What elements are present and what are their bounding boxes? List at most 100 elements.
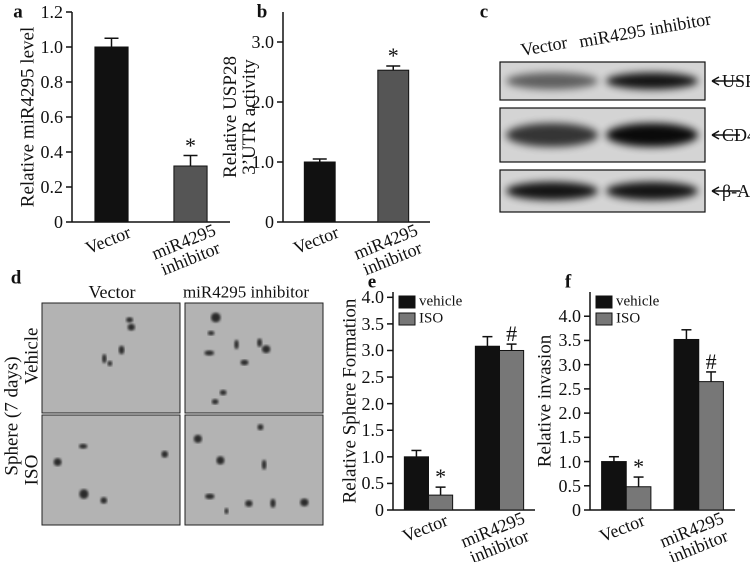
legend-swatch xyxy=(398,312,416,326)
bar xyxy=(601,461,627,511)
y-tick-label: 0 xyxy=(572,500,581,520)
micrograph xyxy=(184,414,324,526)
sphere xyxy=(234,339,239,350)
arrow xyxy=(711,130,740,140)
panel-letter: f xyxy=(564,271,572,293)
y-tick-label: 3.5 xyxy=(361,313,385,334)
bar xyxy=(428,494,454,511)
y-tick-label: 0.5 xyxy=(361,473,385,494)
panel-letter: e xyxy=(367,271,377,293)
y-tick-label: 1.2 xyxy=(40,2,64,22)
y-axis-label: Relative Sphere Formation xyxy=(339,298,361,504)
annotation: # xyxy=(705,348,717,374)
band-label: CD44 xyxy=(722,125,750,145)
blot-band xyxy=(506,181,598,201)
sphere xyxy=(270,498,276,508)
sphere xyxy=(79,489,89,499)
y-tick-label: 4.0 xyxy=(558,306,582,327)
blot-band xyxy=(506,123,598,147)
legend-label: ISO xyxy=(616,310,641,327)
legend-swatch xyxy=(595,312,613,326)
sphere xyxy=(78,443,88,449)
y-axis-label: Relative invasion xyxy=(534,334,556,468)
y-axis-label: Relative miR4295 level xyxy=(17,26,39,208)
sphere xyxy=(210,312,221,323)
y-tick-label: 2.5 xyxy=(361,367,385,388)
bar xyxy=(499,349,525,511)
bar xyxy=(474,345,500,511)
bar xyxy=(94,46,129,223)
y-tick-label: 2.0 xyxy=(251,92,275,112)
panel-letter: a xyxy=(13,1,23,23)
y-tick-label: 0 xyxy=(265,212,274,232)
annotation: * xyxy=(633,454,645,480)
sphere xyxy=(240,359,249,366)
micrograph xyxy=(41,414,181,526)
sphere xyxy=(107,360,113,367)
annotation: * xyxy=(387,43,399,68)
micrograph xyxy=(41,302,181,414)
sphere xyxy=(257,424,264,431)
panel-letter: d xyxy=(10,267,22,289)
band-label: USP28 xyxy=(722,71,750,91)
sphere xyxy=(118,345,125,355)
annotation: * xyxy=(435,464,447,490)
y-tick-label: 1.0 xyxy=(361,446,385,467)
sphere xyxy=(261,459,267,470)
y-tick-label: 1.0 xyxy=(40,37,64,57)
sphere xyxy=(211,399,219,405)
sphere xyxy=(100,497,108,504)
bar xyxy=(173,165,208,223)
y-tick-label: 3.0 xyxy=(558,354,582,375)
legend-swatch xyxy=(595,295,613,309)
legend-label: vehicle xyxy=(616,293,660,310)
annotation: * xyxy=(185,132,196,158)
sphere xyxy=(127,323,135,331)
y-tick-label: 1.5 xyxy=(558,427,582,448)
sphere xyxy=(216,456,225,465)
y-tick-label: 1.0 xyxy=(251,152,275,172)
y-tick-label: 1.5 xyxy=(361,420,385,441)
y-tick-label: 0 xyxy=(54,212,63,232)
y-tick-label: 0.5 xyxy=(558,475,582,496)
bar xyxy=(377,69,410,223)
y-tick-label: 0 xyxy=(375,500,384,520)
panel-letter: b xyxy=(256,1,268,23)
y-tick-label: 0.6 xyxy=(40,107,64,127)
arrow xyxy=(711,76,740,86)
sphere xyxy=(193,434,203,443)
row-label: Vehicle xyxy=(21,327,43,385)
row-label: ISO xyxy=(21,454,43,486)
sphere xyxy=(102,353,107,364)
y-tick-label: 3.0 xyxy=(361,340,385,361)
y-tick-label: 1.0 xyxy=(558,451,582,472)
y-tick-label: 3.5 xyxy=(558,330,582,351)
legend-swatch xyxy=(398,295,416,309)
y-tick-label: 0.4 xyxy=(40,142,64,162)
panel-letter: c xyxy=(479,1,489,23)
arrow xyxy=(711,186,740,196)
band-label: β-Actin xyxy=(722,181,750,201)
sphere xyxy=(261,345,271,354)
row-title: Sphere (7 days) xyxy=(1,356,23,476)
legend-label: vehicle xyxy=(419,293,463,310)
column-label: miR4295 inhibitor xyxy=(182,282,310,302)
y-tick-label: 2.5 xyxy=(558,378,582,399)
column-label: Vector xyxy=(88,282,136,302)
bar xyxy=(698,381,724,511)
sphere xyxy=(205,493,215,500)
annotation: # xyxy=(506,321,518,347)
micrograph xyxy=(184,302,324,414)
y-tick-label: 0.2 xyxy=(40,177,64,197)
legend-label: ISO xyxy=(419,310,444,327)
sphere xyxy=(300,498,309,507)
bar xyxy=(403,456,429,511)
sphere xyxy=(161,450,169,458)
bar xyxy=(625,486,652,511)
sphere xyxy=(207,330,215,336)
blot-band xyxy=(606,181,698,201)
blot-band xyxy=(606,72,698,90)
y-tick-label: 4.0 xyxy=(361,287,385,308)
